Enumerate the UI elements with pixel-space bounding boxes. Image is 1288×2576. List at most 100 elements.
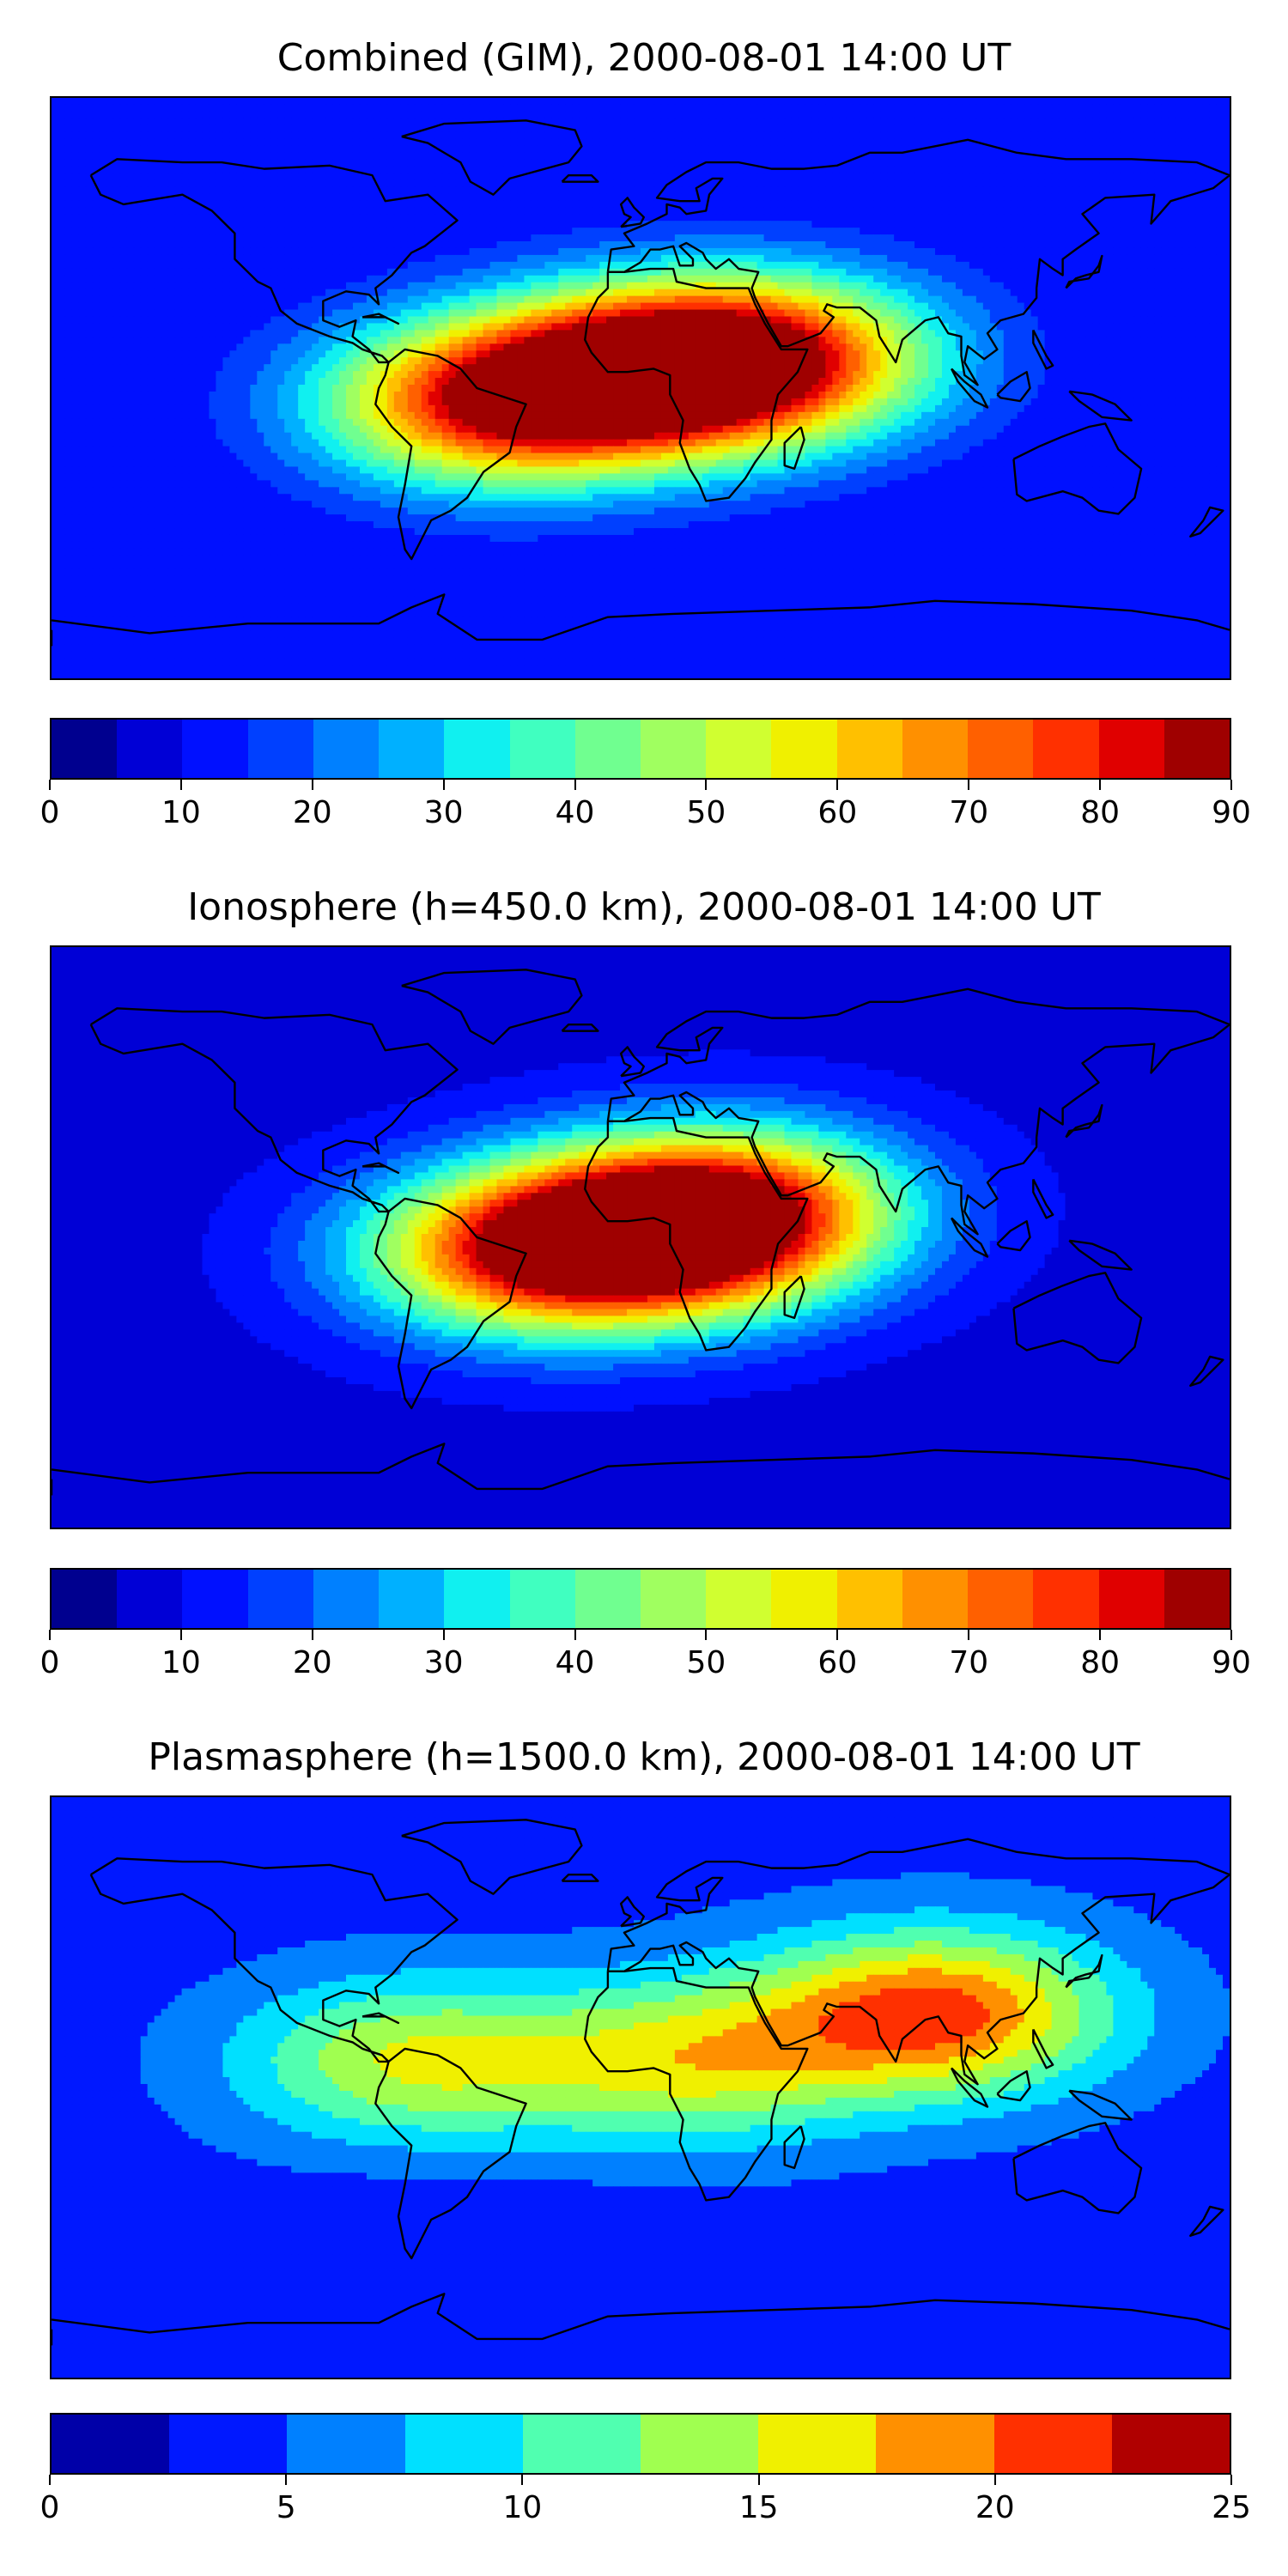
contour-cell (914, 261, 922, 270)
contour-cell (319, 145, 326, 154)
contour-cell (887, 131, 895, 140)
contour-cell (167, 221, 176, 228)
contour-cell (1003, 152, 1012, 161)
contour-cell (305, 104, 313, 112)
contour-cell (634, 166, 641, 173)
contour-cell (613, 193, 621, 201)
contour-cell (386, 166, 395, 173)
contour-cell (1127, 173, 1134, 180)
contour-cell (366, 241, 374, 249)
contour-cell (667, 241, 676, 249)
contour-cell (667, 193, 676, 201)
contour-cell (441, 234, 450, 242)
contour-cell (58, 261, 66, 270)
contour-cell (1120, 282, 1127, 290)
contour-cell (1010, 173, 1018, 180)
contour-cell (92, 193, 100, 201)
contour-cell (853, 111, 860, 119)
contour-cell (393, 247, 402, 256)
contour-cell (805, 234, 812, 242)
contour-cell (85, 145, 94, 154)
contour-cell (647, 145, 655, 154)
contour-cell (1113, 131, 1121, 140)
contour-cell (558, 166, 566, 173)
contour-cell (469, 282, 477, 290)
contour-cell (133, 104, 142, 112)
contour-cell (962, 207, 970, 215)
contour-cell (202, 221, 210, 228)
contour-cell (1092, 275, 1100, 283)
contour-cell (558, 159, 566, 167)
contour-cell (1099, 104, 1107, 112)
contour-cell (1085, 228, 1093, 235)
contour-cell (1010, 221, 1018, 228)
contour-cell (853, 179, 860, 187)
contour-cell (236, 125, 244, 133)
contour-cell (558, 152, 566, 161)
contour-cell (421, 207, 429, 215)
contour-cell (250, 268, 258, 276)
contour-cell (674, 125, 683, 133)
contour-cell (962, 241, 970, 249)
contour-cell (441, 221, 450, 228)
contour-cell (722, 261, 731, 270)
contour-cell (1154, 247, 1162, 256)
contour-cell (99, 214, 107, 222)
contour-cell (1113, 200, 1121, 208)
contour-cell (264, 125, 271, 133)
contour-cell (257, 118, 264, 126)
contour-cell (928, 118, 936, 126)
contour-cell (414, 159, 422, 167)
contour-cell (119, 138, 128, 147)
contour-cell (106, 241, 114, 249)
contour-cell (78, 131, 87, 140)
contour-cell (339, 234, 347, 242)
contour-cell (174, 111, 183, 119)
contour-cell (695, 228, 703, 235)
contour-cell (921, 261, 929, 270)
contour-cell (1154, 228, 1162, 235)
contour-cell (579, 173, 586, 180)
contour-cell (935, 118, 943, 126)
contour-cell (572, 138, 580, 147)
contour-cell (428, 289, 436, 297)
contour-cell (1106, 247, 1114, 256)
contour-cell (1140, 228, 1148, 235)
contour-cell (606, 221, 614, 228)
contour-cell (167, 152, 176, 161)
contour-cell (996, 193, 1005, 201)
contour-cell (112, 261, 121, 270)
contour-cell (634, 145, 641, 154)
contour-cell (660, 268, 669, 276)
contour-cell (702, 98, 710, 106)
contour-cell (448, 138, 457, 147)
contour-cell (1202, 111, 1210, 119)
contour-cell (866, 179, 874, 187)
contour-cell (462, 282, 471, 290)
contour-cell (613, 111, 621, 119)
contour-cell (462, 214, 471, 222)
contour-cell (627, 241, 635, 249)
contour-cell (702, 261, 710, 270)
contour-cell (702, 268, 710, 276)
contour-cell (777, 118, 786, 126)
contour-cell (1202, 104, 1210, 112)
contour-cell (1133, 138, 1141, 147)
contour-cell (400, 289, 409, 297)
contour-cell (140, 234, 149, 242)
contour-cell (188, 261, 197, 270)
contour-cell (975, 104, 984, 112)
contour-cell (1202, 221, 1210, 228)
contour-cell (620, 289, 628, 297)
contour-cell (743, 234, 751, 242)
contour-cell (1182, 234, 1189, 242)
contour-cell (71, 131, 80, 140)
contour-cell (71, 261, 80, 270)
contour-cell (941, 111, 950, 119)
contour-cell (496, 234, 504, 242)
contour-cell (1147, 131, 1155, 140)
contour-cell (1037, 241, 1046, 249)
contour-cell (750, 254, 758, 263)
contour-cell (770, 111, 779, 119)
contour-cell (825, 282, 833, 290)
